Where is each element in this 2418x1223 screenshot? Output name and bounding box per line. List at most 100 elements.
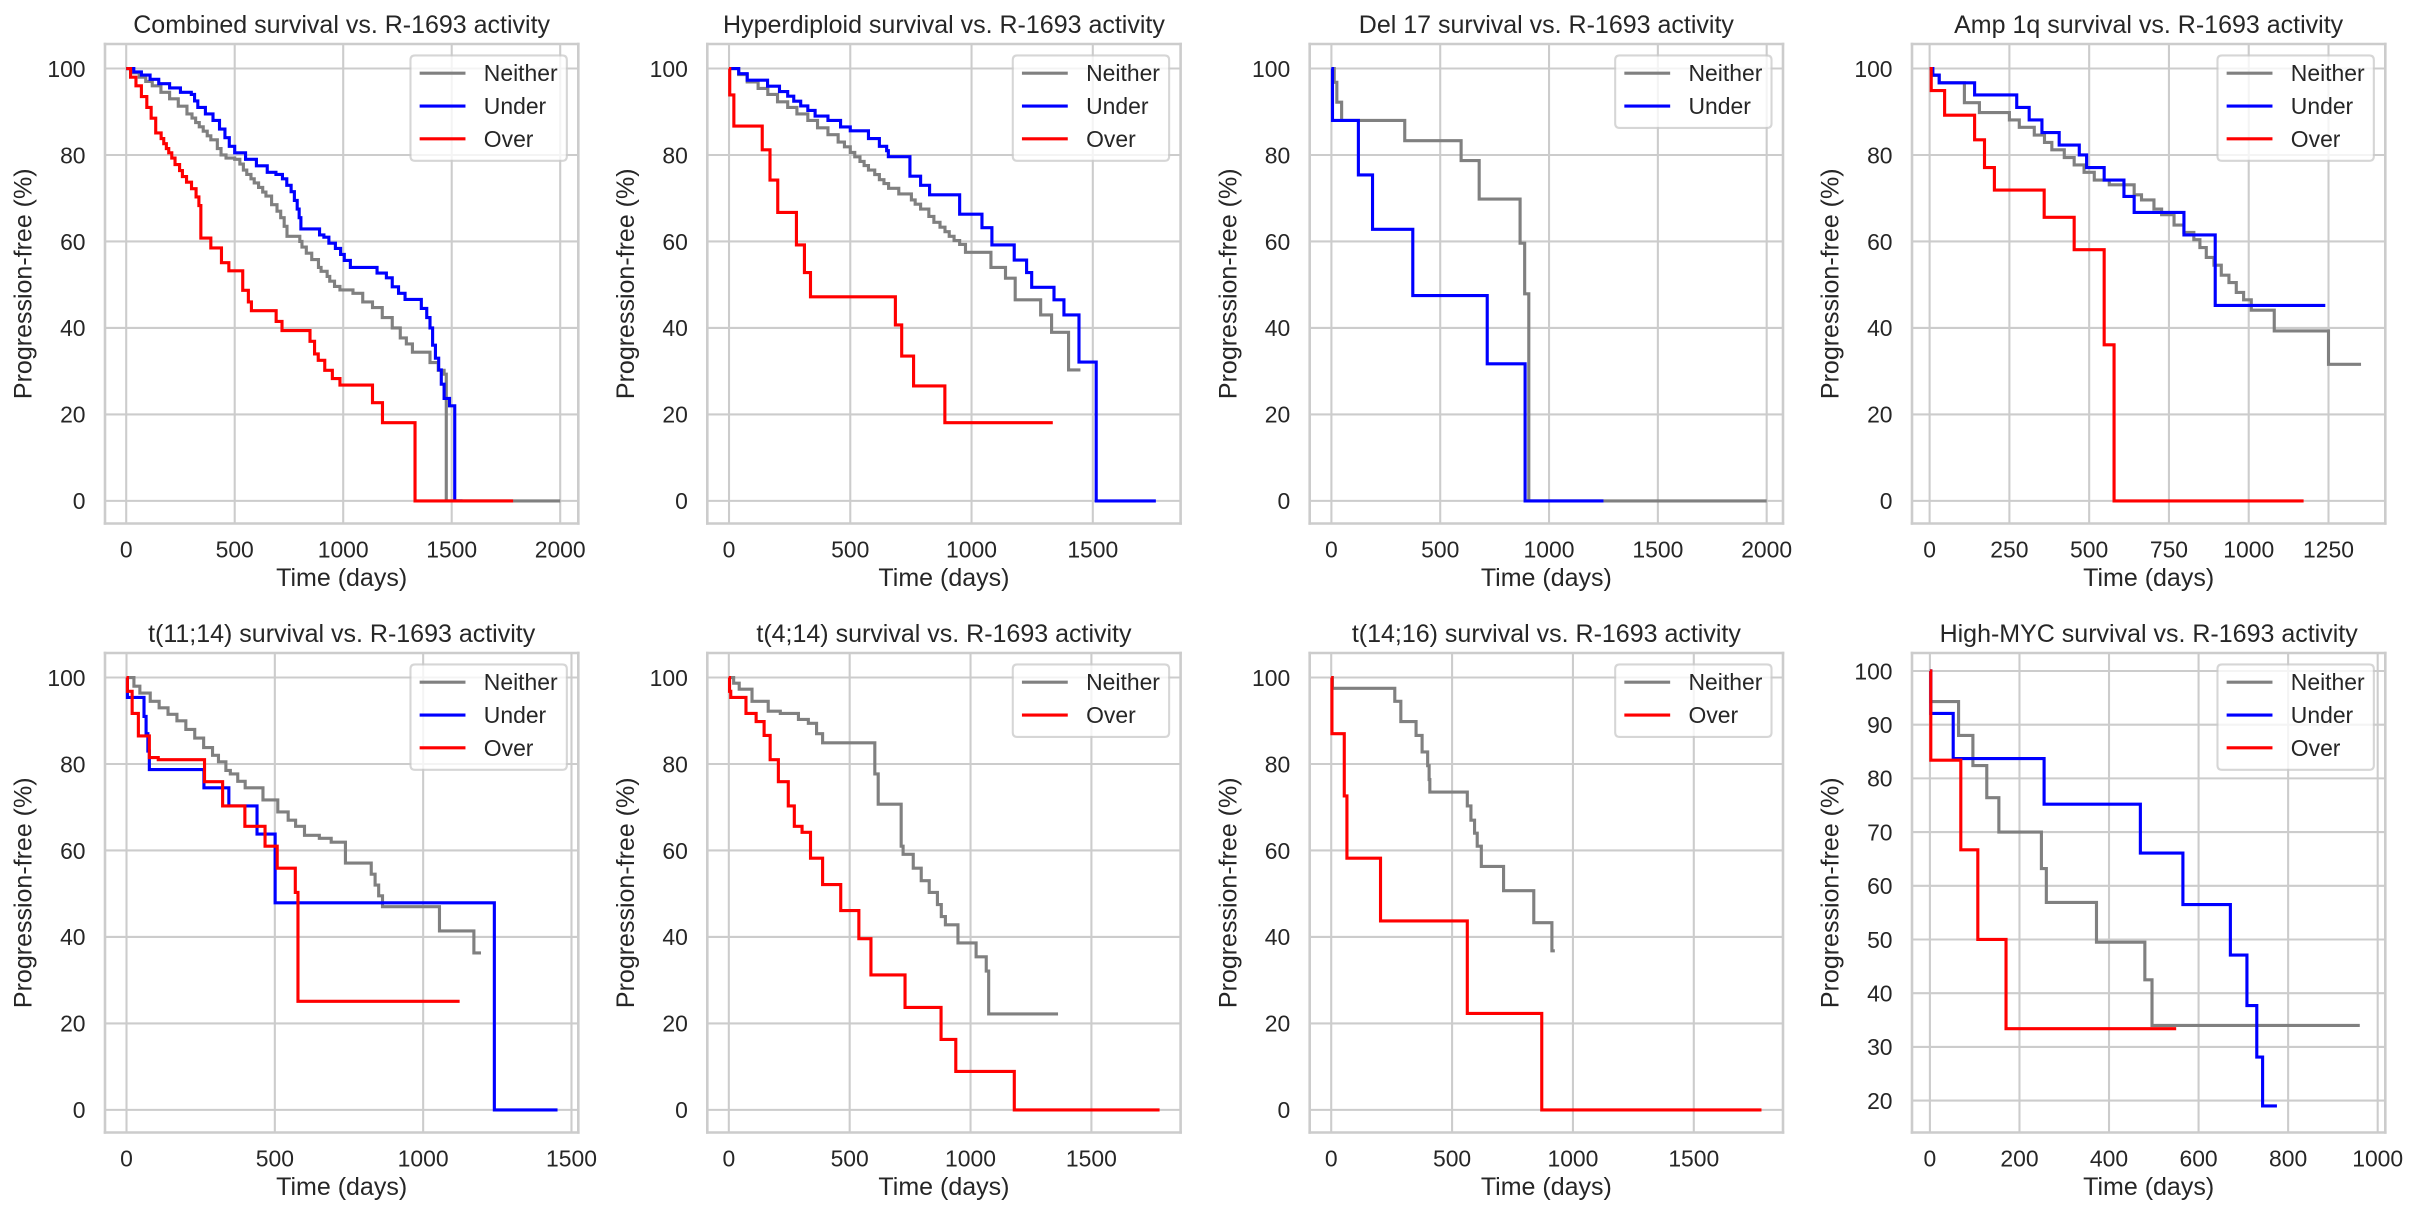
svg-text:500: 500 bbox=[2070, 536, 2108, 562]
svg-text:Under: Under bbox=[484, 702, 547, 728]
svg-text:High-MYC survival vs. R-1693 a: High-MYC survival vs. R-1693 activity bbox=[1940, 620, 2359, 648]
svg-text:Neither: Neither bbox=[2291, 60, 2365, 86]
svg-text:20: 20 bbox=[1867, 1088, 1892, 1114]
svg-text:Neither: Neither bbox=[1689, 669, 1763, 695]
svg-text:40: 40 bbox=[60, 315, 85, 341]
svg-text:0: 0 bbox=[1880, 488, 1893, 514]
svg-text:200: 200 bbox=[2000, 1145, 2038, 1171]
svg-text:Time (days): Time (days) bbox=[276, 1173, 407, 1201]
svg-text:Over: Over bbox=[2291, 126, 2341, 152]
svg-text:Del 17 survival vs. R-1693 act: Del 17 survival vs. R-1693 activity bbox=[1359, 11, 1735, 39]
svg-text:2000: 2000 bbox=[1741, 536, 1792, 562]
svg-text:Over: Over bbox=[1086, 126, 1136, 152]
svg-text:0: 0 bbox=[1923, 536, 1936, 562]
svg-text:0: 0 bbox=[120, 1145, 133, 1171]
svg-text:80: 80 bbox=[1265, 751, 1290, 777]
svg-text:400: 400 bbox=[2090, 1145, 2128, 1171]
svg-text:Neither: Neither bbox=[1689, 60, 1763, 86]
svg-text:1500: 1500 bbox=[426, 536, 477, 562]
svg-text:50: 50 bbox=[1867, 927, 1892, 953]
svg-text:60: 60 bbox=[662, 838, 687, 864]
svg-text:0: 0 bbox=[723, 536, 736, 562]
svg-text:Amp 1q survival vs. R-1693 act: Amp 1q survival vs. R-1693 activity bbox=[1954, 11, 2344, 39]
svg-text:40: 40 bbox=[662, 315, 687, 341]
svg-text:Time (days): Time (days) bbox=[878, 1173, 1009, 1201]
svg-text:60: 60 bbox=[1265, 229, 1290, 255]
svg-text:1000: 1000 bbox=[2352, 1145, 2403, 1171]
svg-text:30: 30 bbox=[1867, 1034, 1892, 1060]
svg-text:Neither: Neither bbox=[1086, 60, 1160, 86]
svg-text:t(4;14) survival vs. R-1693 ac: t(4;14) survival vs. R-1693 activity bbox=[756, 620, 1132, 648]
svg-text:Over: Over bbox=[484, 126, 534, 152]
svg-text:2000: 2000 bbox=[535, 536, 586, 562]
svg-text:0: 0 bbox=[73, 488, 86, 514]
svg-text:0: 0 bbox=[73, 1097, 86, 1123]
svg-text:80: 80 bbox=[60, 751, 85, 777]
svg-text:0: 0 bbox=[120, 536, 133, 562]
svg-text:Progression-free (%): Progression-free (%) bbox=[1214, 168, 1242, 399]
svg-text:80: 80 bbox=[1265, 142, 1290, 168]
svg-text:90: 90 bbox=[1867, 712, 1892, 738]
svg-text:Time (days): Time (days) bbox=[2083, 564, 2214, 592]
svg-text:500: 500 bbox=[831, 536, 869, 562]
svg-text:80: 80 bbox=[1867, 142, 1892, 168]
svg-text:Time (days): Time (days) bbox=[276, 564, 407, 592]
svg-text:20: 20 bbox=[1867, 402, 1892, 428]
svg-text:Over: Over bbox=[1689, 702, 1739, 728]
svg-text:Progression-free (%): Progression-free (%) bbox=[612, 777, 640, 1008]
svg-text:Under: Under bbox=[1689, 93, 1752, 119]
svg-text:Progression-free (%): Progression-free (%) bbox=[1817, 777, 1845, 1008]
svg-text:60: 60 bbox=[60, 838, 85, 864]
svg-text:1000: 1000 bbox=[1547, 1145, 1598, 1171]
svg-text:1500: 1500 bbox=[546, 1145, 597, 1171]
svg-text:500: 500 bbox=[216, 536, 254, 562]
svg-text:60: 60 bbox=[1265, 838, 1290, 864]
svg-text:Progression-free (%): Progression-free (%) bbox=[612, 168, 640, 399]
svg-text:1000: 1000 bbox=[318, 536, 369, 562]
svg-text:Time (days): Time (days) bbox=[2083, 1173, 2214, 1201]
svg-text:Over: Over bbox=[2291, 735, 2341, 761]
svg-text:40: 40 bbox=[1265, 924, 1290, 950]
svg-text:60: 60 bbox=[662, 229, 687, 255]
svg-text:20: 20 bbox=[1265, 402, 1290, 428]
svg-text:Under: Under bbox=[1086, 93, 1149, 119]
svg-text:1500: 1500 bbox=[1066, 1145, 1117, 1171]
svg-text:40: 40 bbox=[1867, 981, 1892, 1007]
svg-text:100: 100 bbox=[1252, 56, 1290, 82]
svg-text:1000: 1000 bbox=[1524, 536, 1575, 562]
svg-text:0: 0 bbox=[1278, 488, 1291, 514]
svg-text:100: 100 bbox=[47, 665, 85, 691]
svg-text:60: 60 bbox=[1867, 873, 1892, 899]
svg-text:0: 0 bbox=[1325, 536, 1338, 562]
svg-text:t(11;14) survival vs. R-1693 a: t(11;14) survival vs. R-1693 activity bbox=[148, 620, 536, 648]
svg-text:Progression-free (%): Progression-free (%) bbox=[1214, 777, 1242, 1008]
svg-text:40: 40 bbox=[1867, 315, 1892, 341]
svg-text:Time (days): Time (days) bbox=[1481, 1173, 1612, 1201]
svg-text:Under: Under bbox=[2291, 702, 2354, 728]
svg-text:Neither: Neither bbox=[484, 60, 558, 86]
svg-text:0: 0 bbox=[1325, 1145, 1338, 1171]
svg-text:100: 100 bbox=[1854, 56, 1892, 82]
svg-text:Hyperdiploid survival vs. R-16: Hyperdiploid survival vs. R-1693 activit… bbox=[723, 11, 1165, 39]
svg-text:Combined survival vs. R-1693 a: Combined survival vs. R-1693 activity bbox=[133, 11, 550, 39]
svg-text:1500: 1500 bbox=[1668, 1145, 1719, 1171]
svg-text:Progression-free (%): Progression-free (%) bbox=[10, 168, 38, 399]
svg-text:Time (days): Time (days) bbox=[878, 564, 1009, 592]
svg-text:100: 100 bbox=[1252, 665, 1290, 691]
svg-text:Under: Under bbox=[484, 93, 547, 119]
svg-text:0: 0 bbox=[722, 1145, 735, 1171]
svg-text:100: 100 bbox=[1854, 658, 1892, 684]
svg-text:60: 60 bbox=[1867, 229, 1892, 255]
svg-text:20: 20 bbox=[1265, 1011, 1290, 1037]
svg-text:0: 0 bbox=[1924, 1145, 1937, 1171]
svg-text:600: 600 bbox=[2179, 1145, 2217, 1171]
svg-text:800: 800 bbox=[2269, 1145, 2307, 1171]
svg-text:Neither: Neither bbox=[2291, 669, 2365, 695]
svg-text:100: 100 bbox=[47, 56, 85, 82]
svg-text:750: 750 bbox=[2150, 536, 2188, 562]
svg-text:Progression-free (%): Progression-free (%) bbox=[10, 777, 38, 1008]
svg-text:t(14;16) survival vs. R-1693 a: t(14;16) survival vs. R-1693 activity bbox=[1352, 620, 1742, 648]
svg-text:80: 80 bbox=[60, 142, 85, 168]
svg-text:0: 0 bbox=[675, 488, 688, 514]
svg-text:40: 40 bbox=[60, 924, 85, 950]
